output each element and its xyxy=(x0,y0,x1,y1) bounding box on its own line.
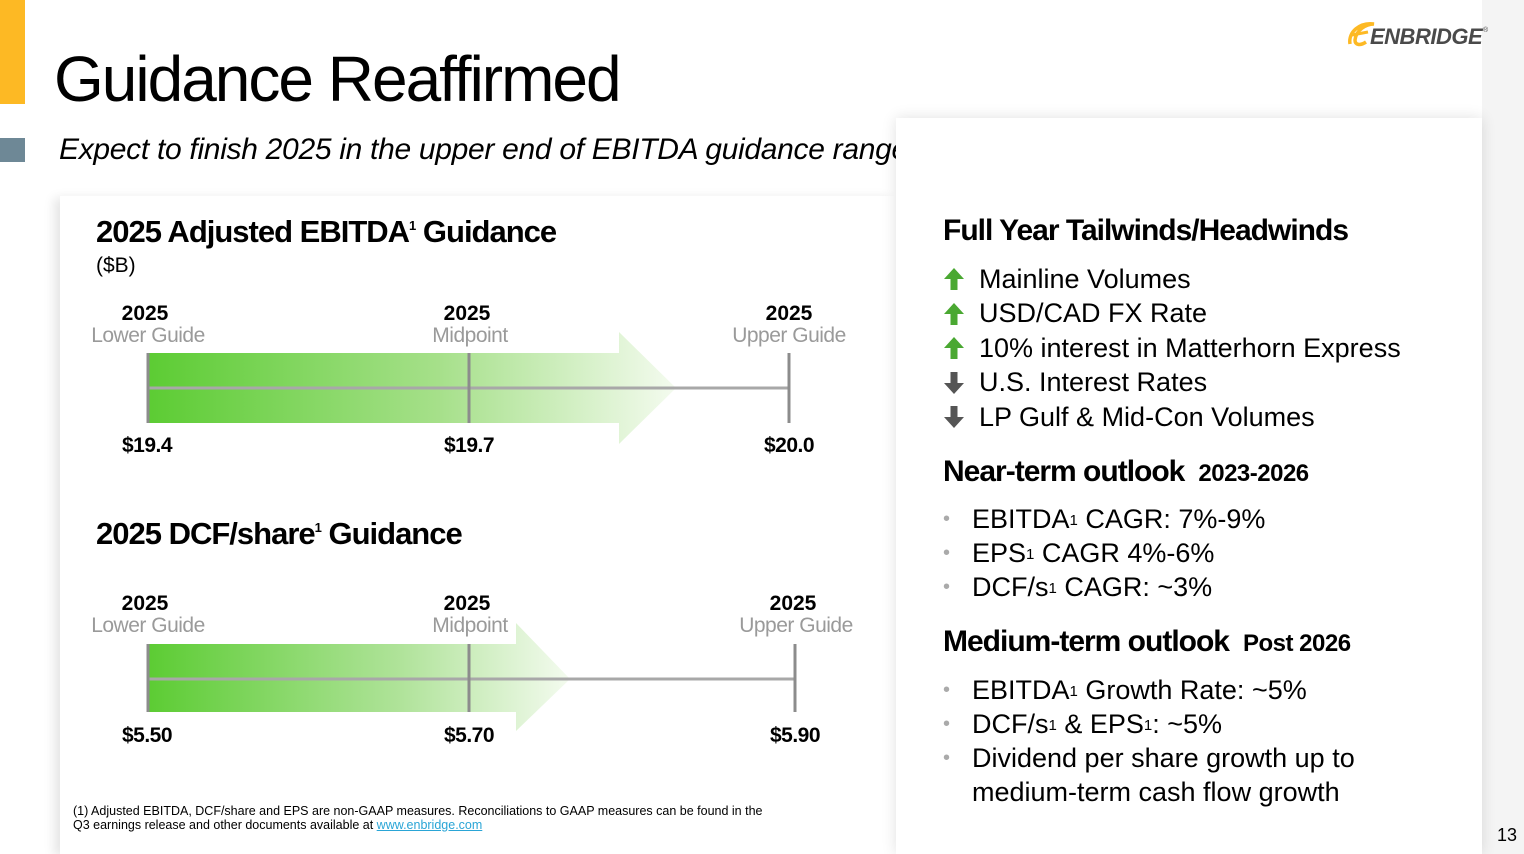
logo-text: ENBRIDGE xyxy=(1370,24,1483,49)
arrow-down-icon xyxy=(944,406,964,429)
ebitda-title: 2025 Adjusted EBITDA1 Guidance xyxy=(96,214,557,249)
medium-term-title: Medium-term outlook Post 2026 xyxy=(943,625,1351,658)
tailwind-text: 10% interest in Matterhorn Express xyxy=(979,332,1401,363)
ebitda-mid-value: $19.7 xyxy=(443,434,495,457)
ebitda-unit: ($B) xyxy=(96,254,136,277)
near-term-list: EBITDA1 CAGR: 7%-9% EPS1 CAGR 4%-6% DCF/… xyxy=(943,502,1265,604)
list-item: EPS1 CAGR 4%-6% xyxy=(943,536,1265,570)
dcf-lower-label: Lower Guide xyxy=(91,614,205,637)
dcf-lower-value: $5.50 xyxy=(121,724,173,747)
list-item: Mainline Volumes xyxy=(943,262,1401,297)
dcf-upper-label: Upper Guide xyxy=(739,614,853,637)
list-item: 10% interest in Matterhorn Express xyxy=(943,331,1401,366)
headwind-text: U.S. Interest Rates xyxy=(979,367,1208,398)
ebitda-range-chart: 2025 Lower Guide $19.4 2025 Midpoint $19… xyxy=(60,300,896,460)
dcf-mid-year: 2025 xyxy=(443,592,491,615)
dcf-upper-year: 2025 xyxy=(769,592,817,615)
accent-bar xyxy=(0,0,25,104)
list-item: EBITDA1 Growth Rate: ~5% xyxy=(943,673,1355,707)
near-term-title: Near-term outlook 2023-2026 xyxy=(943,455,1309,488)
right-margin xyxy=(1482,0,1524,854)
dcf-range-svg xyxy=(146,623,797,731)
list-item: U.S. Interest Rates xyxy=(943,366,1401,401)
footnote: (1) Adjusted EBITDA, DCF/share and EPS a… xyxy=(73,804,763,832)
tailwind-text: USD/CAD FX Rate xyxy=(979,298,1208,329)
dcf-mid-label: Midpoint xyxy=(432,614,508,637)
list-item: DCF/s1 CAGR: ~3% xyxy=(943,570,1265,604)
page-subtitle: Expect to finish 2025 in the upper end o… xyxy=(59,133,908,166)
enbridge-logo-icon xyxy=(1348,22,1375,47)
ebitda-upper-year: 2025 xyxy=(765,302,813,325)
enbridge-link[interactable]: www.enbridge.com xyxy=(376,818,483,832)
ebitda-upper-value: $20.0 xyxy=(763,434,815,457)
list-item: Dividend per share growth up tomedium-te… xyxy=(943,741,1355,809)
logo-trademark: ® xyxy=(1483,27,1489,34)
arrow-up-icon xyxy=(944,337,964,360)
list-item: DCF/s1 & EPS1: ~5% xyxy=(943,707,1355,741)
medium-term-list: EBITDA1 Growth Rate: ~5% DCF/s1 & EPS1: … xyxy=(943,673,1355,809)
page-number: 13 xyxy=(1497,825,1518,845)
tailwinds-title: Full Year Tailwinds/Headwinds xyxy=(943,214,1349,247)
dcf-mid-value: $5.70 xyxy=(443,724,495,747)
ebitda-mid-year: 2025 xyxy=(443,302,491,325)
ebitda-range-svg xyxy=(146,332,791,444)
dcf-lower-year: 2025 xyxy=(121,592,169,615)
subtitle-marker xyxy=(0,138,25,162)
ebitda-lower-label: Lower Guide xyxy=(91,324,205,347)
dcf-progress-arrow xyxy=(148,623,570,731)
list-item: EBITDA1 CAGR: 7%-9% xyxy=(943,502,1265,536)
page-title: Guidance Reaffirmed xyxy=(54,43,622,115)
arrow-up-icon xyxy=(944,268,964,291)
guidance-panel xyxy=(60,196,896,854)
arrow-down-icon xyxy=(944,371,964,394)
ebitda-mid-label: Midpoint xyxy=(432,324,508,347)
tailwinds-list: Mainline Volumes USD/CAD FX Rate 10% int… xyxy=(943,262,1401,435)
arrow-up-icon xyxy=(944,302,964,325)
dcf-range-chart: 2025 Lower Guide $5.50 2025 Midpoint $5.… xyxy=(60,590,896,750)
list-item: LP Gulf & Mid-Con Volumes xyxy=(943,400,1401,435)
ebitda-lower-value: $19.4 xyxy=(121,434,173,457)
dcf-upper-value: $5.90 xyxy=(769,724,821,747)
tailwind-text: Mainline Volumes xyxy=(979,263,1191,294)
headwind-text: LP Gulf & Mid-Con Volumes xyxy=(979,401,1315,432)
dcf-title: 2025 DCF/share1 Guidance xyxy=(96,516,463,551)
ebitda-lower-year: 2025 xyxy=(121,302,169,325)
ebitda-upper-label: Upper Guide xyxy=(732,324,846,347)
list-item: USD/CAD FX Rate xyxy=(943,297,1401,332)
